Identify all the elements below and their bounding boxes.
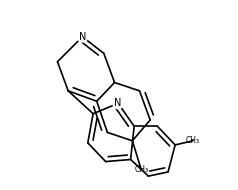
Text: N: N: [114, 98, 122, 108]
Circle shape: [113, 98, 123, 108]
Text: CH₃: CH₃: [186, 136, 200, 145]
Text: N: N: [79, 32, 86, 42]
Text: CH₃: CH₃: [134, 165, 148, 174]
Circle shape: [77, 32, 88, 42]
